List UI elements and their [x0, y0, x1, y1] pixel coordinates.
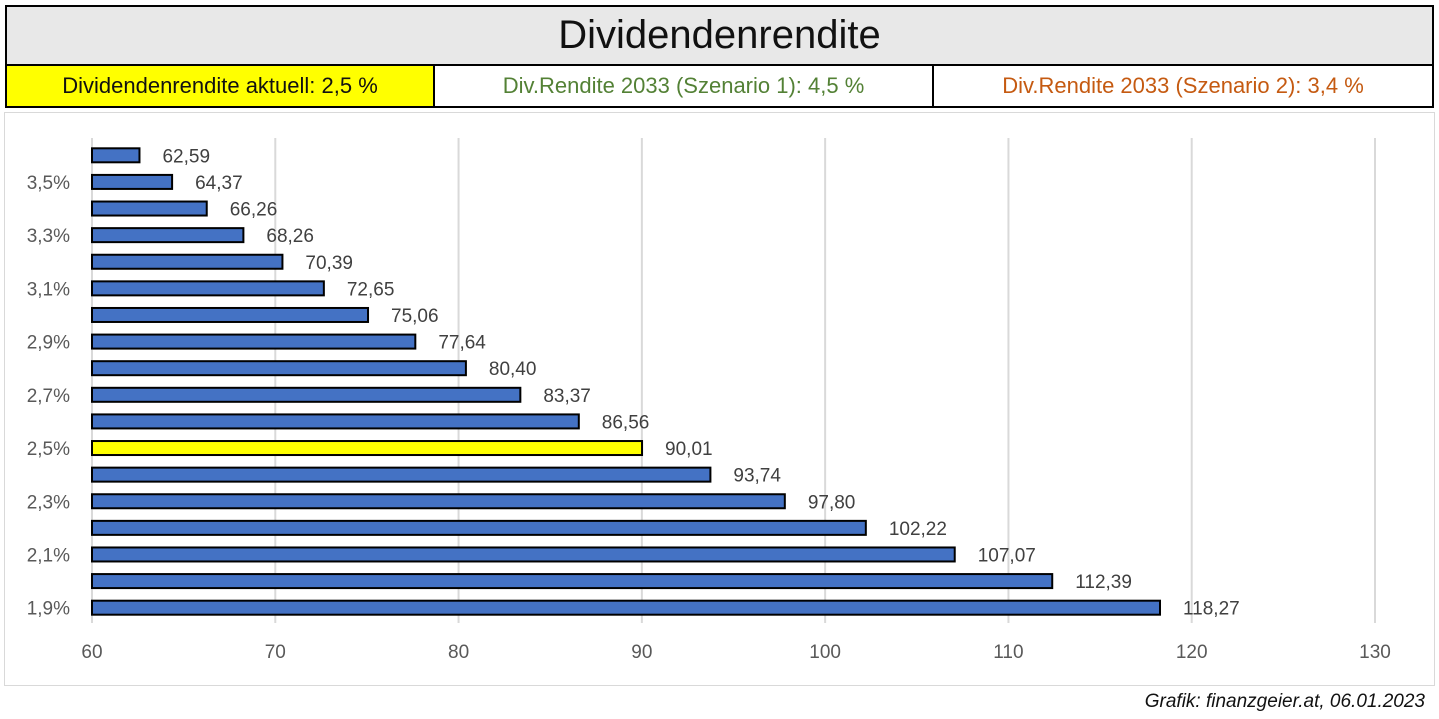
chart-title: Dividendenrendite: [558, 13, 881, 57]
y-tick-label: 2,3%: [27, 492, 70, 513]
bar: [91, 493, 786, 510]
y-tick-label: 2,5%: [27, 439, 70, 460]
y-tick-label: 2,7%: [27, 386, 70, 407]
x-tick-label: 80: [448, 642, 469, 663]
bar: [91, 147, 141, 164]
value-label: 62,59: [162, 146, 210, 167]
bar: [91, 333, 417, 350]
bar: [91, 546, 956, 563]
value-label: 80,40: [489, 359, 537, 380]
value-label: 86,56: [602, 412, 650, 433]
scenario2-cell: Div.Rendite 2033 (Szenario 2): 3,4 %: [934, 66, 1432, 106]
bar: [91, 306, 370, 323]
value-label: 97,80: [808, 492, 856, 513]
value-label: 107,07: [978, 545, 1036, 566]
value-label: 112,39: [1075, 572, 1132, 593]
y-tick-label: 3,1%: [27, 279, 70, 300]
chart-title-box: Dividendenrendite: [5, 5, 1434, 66]
current-yield-label: Dividendenrendite aktuell: 2,5 %: [62, 73, 378, 98]
bar: [91, 573, 1054, 590]
y-tick-label: 2,1%: [27, 545, 70, 566]
x-tick-label: 130: [1359, 642, 1391, 663]
bar: [91, 227, 245, 244]
bar: [91, 440, 644, 457]
value-label: 90,01: [665, 439, 713, 460]
bar: [91, 253, 284, 270]
y-tick-label: 3,3%: [27, 226, 70, 247]
y-tick-label: 1,9%: [27, 599, 70, 620]
chart-frame: [4, 112, 1435, 686]
scenario1-label: Div.Rendite 2033 (Szenario 1): 4,5 %: [502, 73, 865, 98]
value-label: 70,39: [305, 253, 353, 274]
y-tick-label: 2,9%: [27, 333, 70, 354]
y-tick-label: 3,5%: [27, 173, 70, 194]
source-credit: Grafik: finanzgeier.at, 06.01.2023: [1144, 691, 1425, 712]
bar: [91, 519, 867, 536]
x-tick-label: 120: [1176, 642, 1208, 663]
value-label: 75,06: [391, 306, 439, 327]
bar: [91, 173, 174, 190]
value-label: 93,74: [733, 466, 781, 487]
bar: [91, 280, 325, 297]
scenario1-cell: Div.Rendite 2033 (Szenario 1): 4,5 %: [435, 66, 934, 106]
x-tick-label: 60: [81, 642, 102, 663]
value-label: 77,64: [438, 333, 486, 354]
bar-chart: 60 70 80 90 100 110 120 130 118,27 1,9% 112,39 107,…: [27, 138, 1391, 663]
value-label: 102,22: [889, 519, 947, 540]
x-tick-label: 70: [265, 642, 286, 663]
bar: [91, 413, 580, 430]
value-label: 64,37: [195, 173, 243, 194]
value-label: 83,37: [543, 386, 591, 407]
value-label: 72,65: [347, 279, 395, 300]
bar: [91, 599, 1162, 616]
value-label: 68,26: [266, 226, 314, 247]
x-tick-label: 90: [631, 642, 652, 663]
value-label: 66,26: [230, 200, 278, 221]
bar: [91, 466, 712, 483]
current-yield-cell: Dividendenrendite aktuell: 2,5 %: [7, 66, 435, 106]
info-row: Dividendenrendite aktuell: 2,5 % Div.Ren…: [5, 66, 1434, 108]
bar: [91, 200, 208, 217]
x-tick-label: 100: [809, 642, 841, 663]
x-tick-label: 110: [993, 642, 1023, 663]
bar: [91, 386, 522, 403]
value-label: 118,27: [1183, 599, 1240, 620]
scenario2-label: Div.Rendite 2033 (Szenario 2): 3,4 %: [1002, 73, 1364, 98]
bar: [91, 360, 467, 377]
